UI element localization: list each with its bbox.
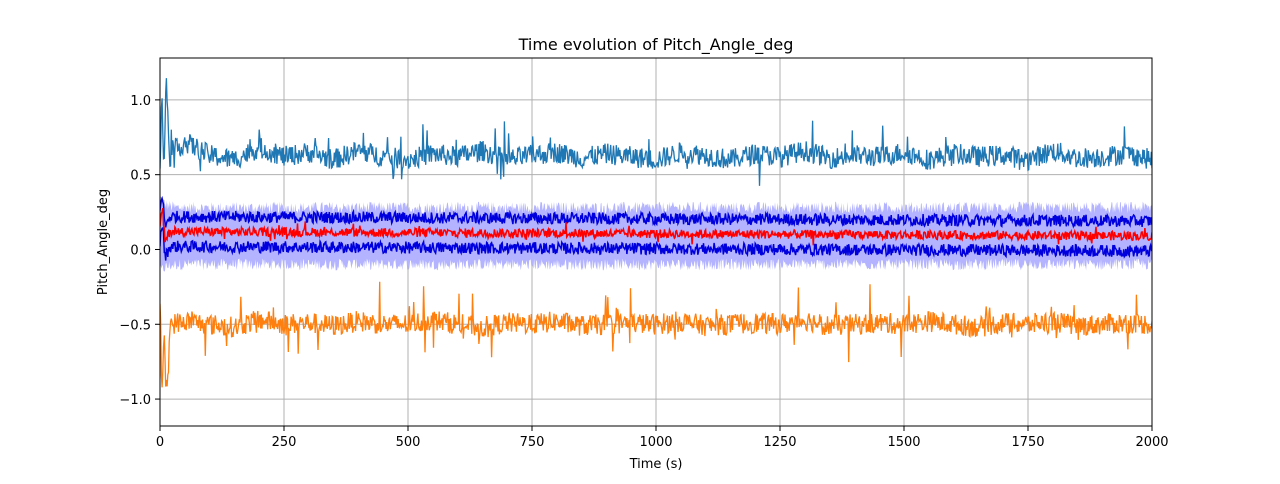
mean-line xyxy=(160,207,1152,246)
x-tick-label: 1500 xyxy=(887,435,920,450)
x-tick-label: 1750 xyxy=(1011,435,1044,450)
x-tick-label: 250 xyxy=(272,435,297,450)
chart-title: Time evolution of Pitch_Angle_deg xyxy=(518,35,794,55)
series-lower-line xyxy=(160,281,1152,388)
y-axis-label: Pitch_Angle_deg xyxy=(96,189,111,295)
band-edge-lower xyxy=(160,226,1152,261)
x-tick-label: 1000 xyxy=(639,435,672,450)
x-tick-label: 500 xyxy=(396,435,421,450)
x-tick-label: 1250 xyxy=(763,435,796,450)
plot-area xyxy=(160,78,1152,388)
x-tick-label: 0 xyxy=(156,435,164,450)
band-edge-upper xyxy=(160,195,1152,229)
series-upper-line xyxy=(160,78,1152,186)
x-axis-label: Time (s) xyxy=(629,457,683,472)
x-tick-label: 750 xyxy=(520,435,545,450)
y-tick-label: 0.0 xyxy=(130,243,151,258)
axis-ticks: 0 250 500 750 1000 1250 1500 1750 2000 −1.0 −0.5 0.… xyxy=(119,94,1168,450)
y-tick-label: −1.0 xyxy=(119,393,151,408)
x-tick-label: 2000 xyxy=(1135,435,1168,450)
y-tick-label: 1.0 xyxy=(130,94,151,109)
y-tick-label: 0.5 xyxy=(130,169,151,184)
y-tick-label: −0.5 xyxy=(119,318,151,333)
